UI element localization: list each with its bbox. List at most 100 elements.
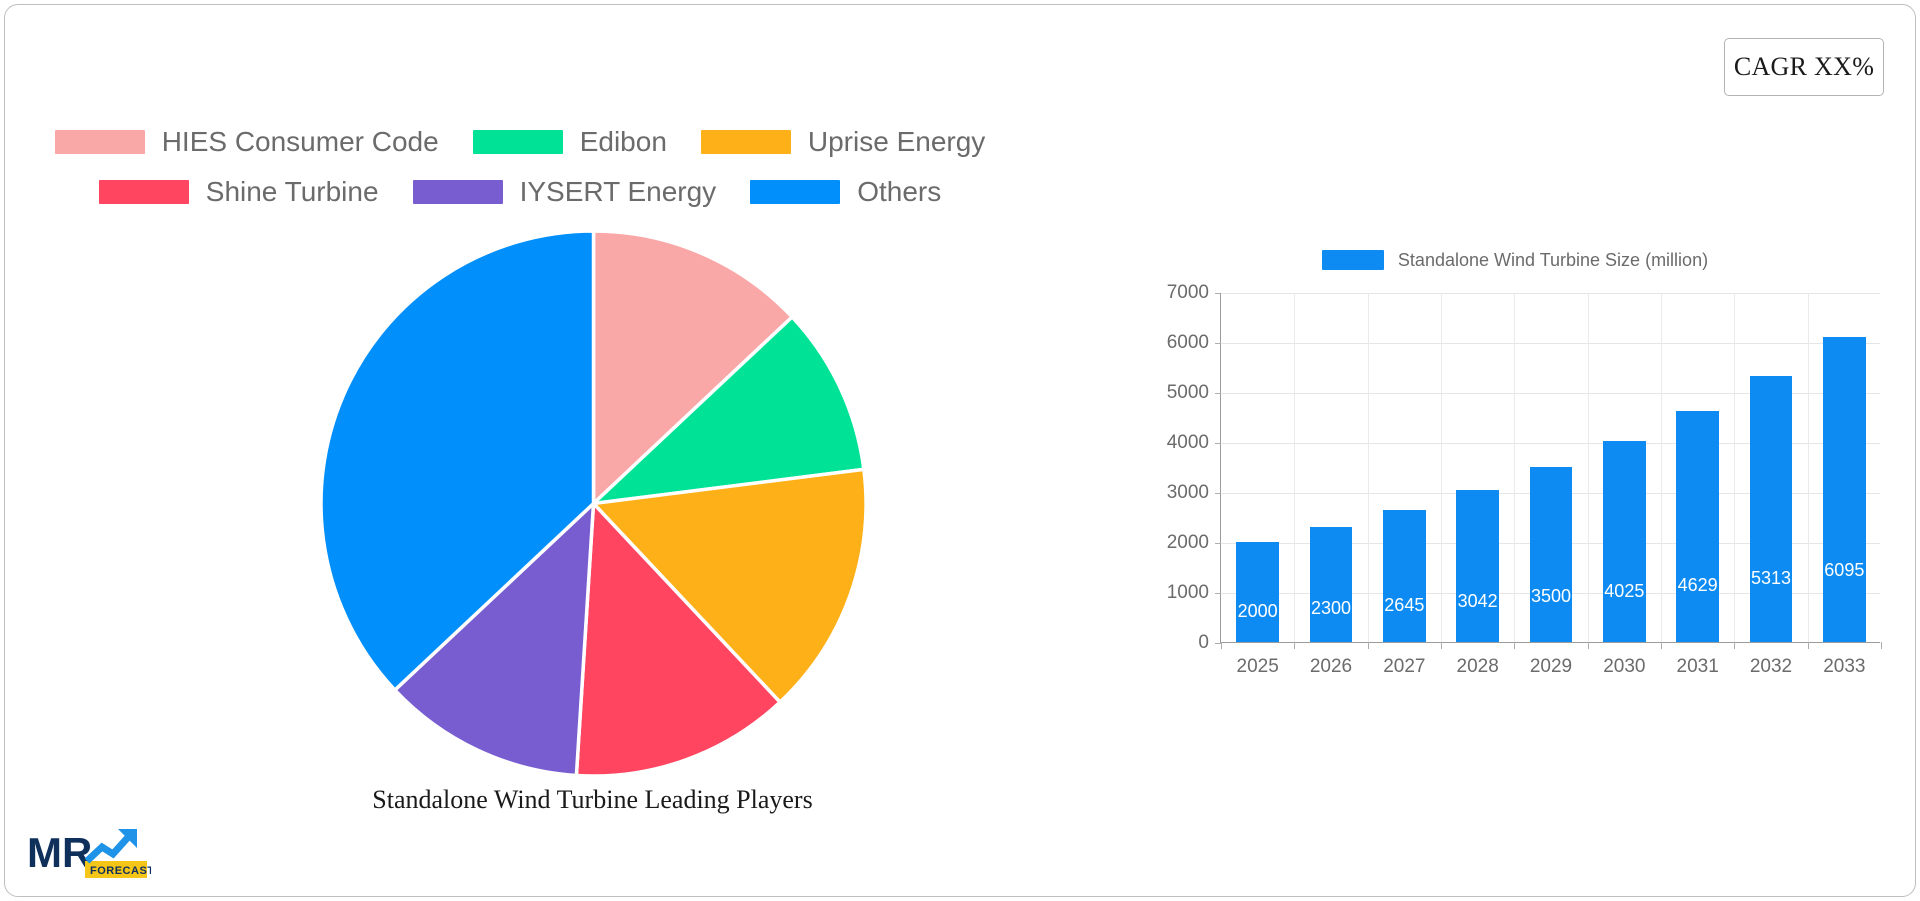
gridline — [1221, 343, 1880, 344]
bar[interactable] — [1603, 440, 1646, 642]
gridline — [1221, 393, 1880, 394]
cagr-badge: CAGR XX% — [1724, 38, 1884, 96]
x-axis-tick-mark — [1587, 642, 1589, 649]
pie-chart-title: Standalone Wind Turbine Leading Players — [372, 785, 813, 814]
legend-swatch-edibon — [472, 130, 563, 154]
bar-value-label: 4025 — [1604, 580, 1645, 601]
legend-item-edibon[interactable]: Edibon — [472, 126, 667, 158]
y-axis-tick-label: 6000 — [1166, 332, 1209, 353]
bar-value-label: 3500 — [1530, 586, 1571, 606]
legend-label-edibon: Edibon — [579, 126, 667, 157]
logo-forecast-badge — [85, 861, 147, 878]
x-axis-tick-label: 2026 — [1309, 656, 1353, 677]
legend-item-others[interactable]: Others — [750, 176, 941, 208]
x-axis-tick-mark — [1221, 642, 1222, 649]
pie-slice[interactable] — [574, 499, 783, 777]
bar[interactable] — [1529, 467, 1573, 642]
legend-item-uprise-energy[interactable]: Uprise Energy — [700, 126, 986, 158]
logo-mark-text: MR — [27, 829, 92, 876]
pie-legend: HIES Consumer Code Edibon Uprise Energy … — [5, 117, 1035, 217]
gridline — [1221, 293, 1880, 294]
legend-label-hies-consumer-code: HIES Consumer Code — [161, 126, 439, 157]
pie-legend-row: Shine Turbine IYSERT Energy Others — [5, 167, 1035, 217]
y-axis-tick-mark — [1215, 643, 1221, 644]
y-axis-tick-mark — [1215, 293, 1221, 294]
x-axis-tick-label: 2031 — [1676, 656, 1719, 677]
bar[interactable] — [1823, 337, 1866, 642]
y-axis-tick-mark — [1215, 443, 1221, 444]
pie-chart[interactable] — [321, 231, 866, 776]
category-gridline — [1734, 293, 1736, 642]
logo-arrow-line — [84, 832, 133, 864]
x-axis-tick-mark — [1734, 642, 1736, 649]
x-axis-tick-mark — [1294, 642, 1296, 649]
bar[interactable] — [1749, 376, 1793, 642]
category-gridline — [1661, 293, 1662, 642]
bar-value-label: 2300 — [1310, 598, 1351, 618]
bar[interactable] — [1236, 542, 1279, 642]
chart-canvas: CAGR XX% HIES Consumer Code Edibon Upris… — [4, 4, 1916, 897]
legend-swatch-standalone-wind-turbine-size — [1321, 250, 1384, 270]
bar[interactable] — [1383, 509, 1426, 642]
y-axis-tick-label: 5000 — [1166, 382, 1209, 403]
category-gridline — [1441, 293, 1442, 642]
x-axis-tick-label: 2032 — [1749, 656, 1793, 677]
bar-value-label: 5313 — [1750, 567, 1791, 588]
legend-label-uprise-energy: Uprise Energy — [807, 126, 986, 157]
y-axis-tick-label: 2000 — [1166, 532, 1209, 553]
bar-value-label: 2000 — [1237, 601, 1278, 621]
y-axis-tick-mark — [1215, 543, 1221, 544]
y-axis-tick-mark — [1215, 593, 1221, 594]
pie-slice[interactable] — [588, 314, 866, 506]
y-axis-tick-label: 1000 — [1166, 582, 1209, 603]
y-axis-tick-mark — [1215, 493, 1221, 494]
x-axis-tick-label: 2030 — [1603, 656, 1646, 677]
y-axis-tick-mark — [1215, 393, 1221, 394]
bar-chart-legend[interactable]: Standalone Wind Turbine Size (million) — [1135, 243, 1895, 277]
legend-item-iysert-energy[interactable]: IYSERT Energy — [412, 176, 716, 208]
bar[interactable] — [1676, 410, 1719, 642]
category-gridline — [1807, 293, 1809, 642]
y-axis-tick-label: 7000 — [1166, 282, 1209, 303]
x-axis-tick-mark — [1514, 642, 1516, 649]
y-axis-tick-label: 4000 — [1166, 432, 1209, 453]
pie-slice[interactable] — [392, 499, 596, 776]
gridline — [1221, 443, 1880, 444]
pie-slice[interactable] — [321, 231, 596, 693]
x-axis-tick-label: 2029 — [1529, 656, 1573, 677]
bar-chart-plot-area: 0 1000 2000 3000 4000 5000 6000 7000 2000 2025 230… — [1167, 282, 1882, 677]
legend-label-shine-turbine: Shine Turbine — [205, 176, 379, 207]
x-axis-tick-label: 2027 — [1383, 656, 1426, 677]
x-axis-tick-mark — [1367, 642, 1369, 649]
mr-forecast-logo: MR FORECAST — [27, 825, 151, 883]
legend-label-standalone-wind-turbine-size: Standalone Wind Turbine Size (million) — [1397, 249, 1709, 270]
pie-slice[interactable] — [589, 467, 867, 705]
bar-value-label: 4629 — [1677, 574, 1718, 595]
y-axis-tick-mark — [1215, 343, 1221, 344]
pie-legend-row: HIES Consumer Code Edibon Uprise Energy — [5, 117, 1035, 167]
legend-item-shine-turbine[interactable]: Shine Turbine — [98, 176, 379, 208]
logo-forecast-text: FORECAST — [90, 865, 151, 877]
category-gridline — [1587, 293, 1589, 642]
x-axis-tick-mark — [1807, 642, 1809, 649]
legend-swatch-shine-turbine — [98, 180, 189, 204]
legend-item-hies-consumer-code[interactable]: HIES Consumer Code — [54, 126, 439, 158]
x-axis-tick-mark — [1441, 642, 1442, 649]
bar-chart[interactable]: Standalone Wind Turbine Size (million) 0… — [1135, 243, 1895, 683]
x-axis-tick-mark — [1881, 642, 1882, 649]
pie-slice[interactable] — [591, 231, 795, 508]
bar-value-label: 2645 — [1384, 594, 1425, 615]
x-axis-tick-label: 2033 — [1823, 656, 1866, 677]
logo-arrow-head — [118, 829, 137, 848]
bar[interactable] — [1456, 489, 1499, 642]
legend-swatch-others — [750, 180, 841, 204]
bar[interactable] — [1309, 527, 1353, 642]
legend-swatch-uprise-energy — [700, 130, 791, 154]
x-axis-tick-label: 2025 — [1236, 656, 1279, 677]
x-axis-tick-label: 2028 — [1456, 656, 1499, 677]
category-gridline — [1514, 293, 1516, 642]
pie-chart-svg — [321, 231, 866, 776]
legend-swatch-hies-consumer-code — [54, 130, 145, 154]
x-axis-tick-mark — [1661, 642, 1662, 649]
category-gridline — [1294, 293, 1296, 642]
